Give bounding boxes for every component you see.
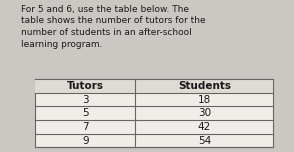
Bar — [35, 79, 273, 93]
Text: Tutors: Tutors — [67, 81, 104, 91]
Text: Students: Students — [178, 81, 231, 91]
Text: 54: 54 — [198, 136, 211, 146]
Text: 42: 42 — [198, 122, 211, 132]
Text: 5: 5 — [82, 108, 88, 118]
Text: 30: 30 — [198, 108, 211, 118]
Text: 3: 3 — [82, 95, 88, 105]
Text: 9: 9 — [82, 136, 88, 146]
Text: 7: 7 — [82, 122, 88, 132]
Text: 18: 18 — [198, 95, 211, 105]
Text: For 5 and 6, use the table below. The
table shows the number of tutors for the
n: For 5 and 6, use the table below. The ta… — [21, 5, 205, 48]
